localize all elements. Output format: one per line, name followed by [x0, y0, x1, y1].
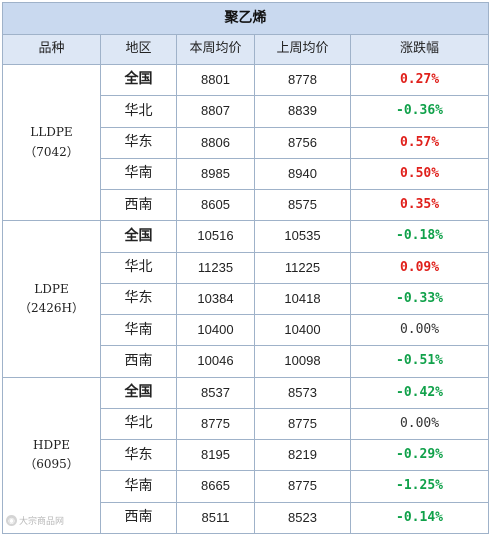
- last-week-price-cell: 10400: [254, 314, 351, 347]
- this-week-price-cell: 8511: [176, 501, 255, 535]
- header-region: 地区: [100, 34, 177, 65]
- title-row: 聚乙烯: [1, 2, 490, 35]
- header-product: 品种: [2, 34, 101, 65]
- this-week-price-cell: 10046: [176, 345, 255, 378]
- change-cell: -0.36%: [349, 95, 490, 128]
- table-row: 华北 11235 11225 0.09%: [3, 251, 490, 284]
- watermark-text: 大宗商品网: [19, 517, 65, 527]
- last-week-price-cell: 8839: [254, 95, 351, 128]
- this-week-price-cell: 8806: [176, 126, 255, 159]
- table-row: HDPE （6095） 全国 8537 8573 -0.42%: [2, 376, 490, 535]
- table-title: 聚乙烯: [1, 2, 490, 35]
- table-row: 华北 8807 8839 -0.36%: [3, 95, 490, 128]
- table-row: 华东 10384 10418 -0.33%: [3, 282, 490, 316]
- product-name: LLDPE: [30, 125, 73, 140]
- camera-icon: ◉: [6, 515, 17, 526]
- region-cell: 全国: [100, 376, 177, 409]
- this-week-price-cell: 8801: [176, 63, 255, 97]
- region-cell: 全国: [100, 220, 177, 253]
- last-week-price-cell: 10418: [254, 282, 351, 316]
- table-row: 华南 8985 8940 0.50%: [3, 157, 490, 191]
- change-cell: -0.42%: [349, 376, 490, 409]
- header-this-week-avg: 本周均价: [176, 34, 255, 65]
- last-week-price-cell: 8573: [254, 376, 351, 409]
- table-body: LLDPE （7042） 全国 8801 8778 0.27% 华北 8807 8839 -0.3…: [2, 63, 490, 535]
- product-code: （6095）: [24, 457, 79, 472]
- change-cell: 0.09%: [349, 251, 490, 284]
- change-cell: 0.27%: [349, 63, 490, 97]
- header-row: 品种 地区 本周均价 上周均价 涨跌幅: [2, 34, 490, 65]
- last-week-price-cell: 8756: [254, 126, 351, 159]
- product-code: （7042）: [24, 144, 79, 159]
- region-cell: 华东: [100, 282, 177, 316]
- table-row: LLDPE （7042） 全国 8801 8778 0.27%: [2, 63, 490, 222]
- region-cell: 华南: [100, 157, 177, 191]
- product-cell: LLDPE （7042）: [2, 63, 101, 222]
- change-cell: -0.18%: [349, 220, 490, 253]
- header-last-week-avg: 上周均价: [254, 34, 351, 65]
- this-week-price-cell: 8775: [176, 407, 255, 441]
- last-week-price-cell: 8775: [254, 407, 351, 441]
- product-cell: HDPE （6095）: [2, 376, 101, 535]
- table-row: 西南 10046 10098 -0.51%: [3, 345, 490, 378]
- this-week-price-cell: 10400: [176, 314, 255, 347]
- product-cell: LDPE （2426H）: [2, 220, 101, 378]
- last-week-price-cell: 11225: [254, 251, 351, 284]
- this-week-price-cell: 8985: [176, 157, 255, 191]
- table-row: 西南 8605 8575 0.35%: [3, 189, 490, 222]
- change-cell: 0.00%: [349, 407, 490, 441]
- region-cell: 西南: [100, 501, 177, 535]
- last-week-price-cell: 8575: [254, 189, 351, 222]
- last-week-price-cell: 10535: [254, 220, 351, 253]
- this-week-price-cell: 10516: [176, 220, 255, 253]
- change-cell: -0.33%: [349, 282, 490, 316]
- last-week-price-cell: 8778: [254, 63, 351, 97]
- last-week-price-cell: 8940: [254, 157, 351, 191]
- change-cell: -1.25%: [349, 470, 490, 503]
- last-week-price-cell: 8523: [254, 501, 351, 535]
- this-week-price-cell: 11235: [176, 251, 255, 284]
- region-cell: 华东: [100, 439, 177, 472]
- table-row: 华东 8806 8756 0.57%: [3, 126, 490, 159]
- watermark: ◉ 大宗商品网: [6, 514, 64, 527]
- this-week-price-cell: 8195: [176, 439, 255, 472]
- product-name: LDPE: [34, 281, 69, 296]
- this-week-price-cell: 8537: [176, 376, 255, 409]
- change-cell: 0.57%: [349, 126, 490, 159]
- table-row: LDPE （2426H） 全国 10516 10535 -0.18%: [2, 220, 490, 378]
- this-week-price-cell: 8807: [176, 95, 255, 128]
- this-week-price-cell: 8665: [176, 470, 255, 503]
- last-week-price-cell: 10098: [254, 345, 351, 378]
- last-week-price-cell: 8775: [254, 470, 351, 503]
- table-row: 华南 8665 8775 -1.25%: [3, 470, 490, 503]
- this-week-price-cell: 8605: [176, 189, 255, 222]
- product-name: HDPE: [33, 438, 70, 453]
- change-cell: 0.50%: [349, 157, 490, 191]
- table-row: 华南 10400 10400 0.00%: [3, 314, 490, 347]
- change-cell: -0.51%: [349, 345, 490, 378]
- last-week-price-cell: 8219: [254, 439, 351, 472]
- region-cell: 华东: [100, 126, 177, 159]
- region-cell: 华北: [100, 95, 177, 128]
- region-cell: 华北: [100, 407, 177, 441]
- region-cell: 西南: [100, 189, 177, 222]
- this-week-price-cell: 10384: [176, 282, 255, 316]
- change-cell: -0.29%: [349, 439, 490, 472]
- change-cell: 0.35%: [349, 189, 490, 222]
- product-code: （2426H）: [18, 300, 84, 315]
- region-cell: 华南: [100, 470, 177, 503]
- header-change: 涨跌幅: [349, 34, 490, 65]
- change-cell: -0.14%: [349, 501, 490, 535]
- region-cell: 华南: [100, 314, 177, 347]
- table-row: 西南 8511 8523 -0.14%: [3, 501, 490, 535]
- region-cell: 全国: [100, 63, 177, 97]
- change-cell: 0.00%: [349, 314, 490, 347]
- region-cell: 西南: [100, 345, 177, 378]
- region-cell: 华北: [100, 251, 177, 284]
